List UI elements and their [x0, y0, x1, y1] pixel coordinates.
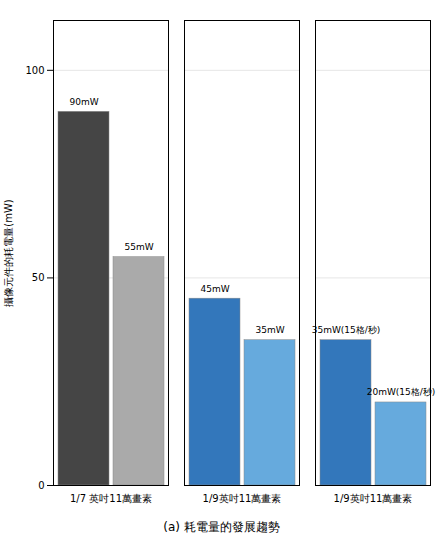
svg-text:1/7 英吋11萬畫素: 1/7 英吋11萬畫素: [70, 493, 152, 504]
svg-text:35mW: 35mW: [255, 325, 284, 335]
html-text:(a) 耗電量的發展趨勢: (a) 耗電量的發展趨勢: [163, 520, 280, 534]
svg-text:45mW: 45mW: [200, 284, 229, 294]
svg-text:90mW: 90mW: [69, 97, 98, 107]
svg-text:20mW(15格/秒): 20mW(15格/秒): [367, 387, 436, 397]
svg-text:35mW(15格/秒): 35mW(15格/秒): [312, 325, 381, 335]
svg-text:0: 0: [38, 480, 44, 491]
svg-text:50: 50: [32, 272, 45, 283]
svg-text:55mW: 55mW: [124, 242, 153, 252]
svg-text:1/9英吋11萬畫素: 1/9英吋11萬畫素: [334, 493, 413, 504]
svg-text:攝像元件的耗電量(mW): 攝像元件的耗電量(mW): [3, 199, 14, 307]
svg-text:1/9英吋11萬畫素: 1/9英吋11萬畫素: [203, 493, 282, 504]
svg-text:100: 100: [25, 65, 44, 76]
